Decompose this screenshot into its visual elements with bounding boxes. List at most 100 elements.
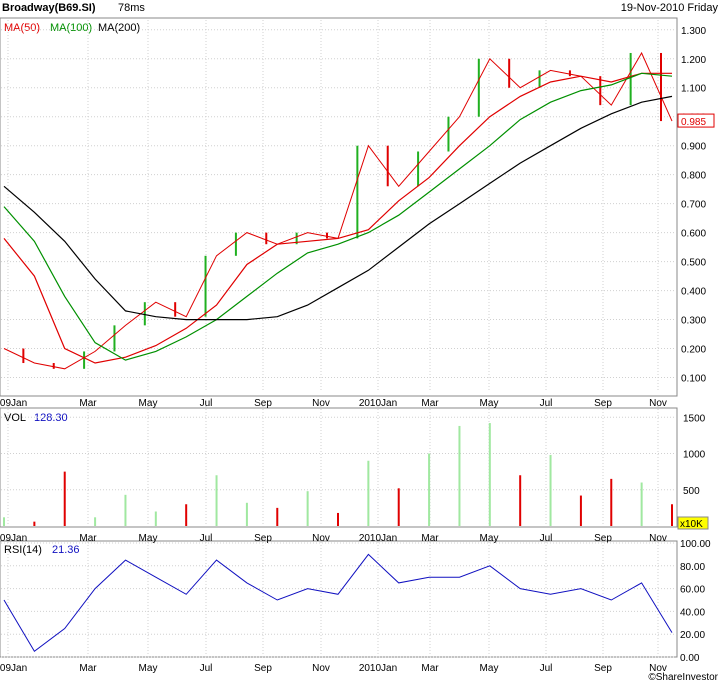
volume-bar bbox=[640, 482, 643, 526]
volume-last-value: 128.30 bbox=[34, 412, 68, 424]
legend-ma100: MA(100) bbox=[50, 22, 92, 34]
price-candle bbox=[538, 70, 541, 88]
footer-credit: ©ShareInvestor bbox=[648, 672, 718, 683]
price-candle bbox=[265, 232, 268, 245]
chart-date: 19-Nov-2010 Friday bbox=[621, 2, 719, 14]
volume-bar bbox=[610, 478, 613, 526]
price-candle bbox=[83, 351, 86, 369]
x-tick-label: Mar bbox=[79, 533, 97, 544]
price-candle bbox=[356, 145, 359, 239]
x-tick-label: Sep bbox=[594, 663, 612, 674]
price-candle bbox=[568, 70, 571, 77]
volume-bar bbox=[579, 495, 582, 526]
x-tick-label: 2010Jan bbox=[359, 398, 397, 409]
x-tick-label: Sep bbox=[254, 663, 272, 674]
price-candle bbox=[629, 52, 632, 106]
volume-bar bbox=[185, 504, 188, 526]
rsi-panel bbox=[0, 540, 678, 658]
volume-tick-label: 1500 bbox=[683, 413, 706, 424]
x-tick-label: 2010Jan bbox=[359, 663, 397, 674]
x-tick-label: Nov bbox=[649, 533, 667, 544]
volume-bar bbox=[519, 475, 522, 526]
price-candle bbox=[174, 302, 177, 317]
price-candle bbox=[386, 145, 389, 187]
price-candle bbox=[113, 325, 116, 352]
price-tick-label: 0.700 bbox=[681, 200, 706, 211]
price-candle bbox=[447, 116, 450, 152]
price-candle bbox=[508, 58, 511, 88]
price-tick-label: 1.300 bbox=[681, 26, 706, 37]
price-panel bbox=[0, 17, 678, 397]
volume-bar bbox=[337, 512, 339, 526]
x-tick-label: May bbox=[480, 398, 499, 409]
chart-symbol: Broadway(B69.SI) bbox=[2, 2, 96, 14]
price-tick-label: 0.500 bbox=[681, 258, 706, 269]
x-tick-label: Jul bbox=[540, 663, 553, 674]
rsi-tick-label: 0.00 bbox=[680, 653, 700, 664]
x-tick-label: Mar bbox=[79, 663, 97, 674]
legend-ma50: MA(50) bbox=[4, 22, 40, 34]
volume-bar bbox=[154, 511, 157, 526]
last-price-box bbox=[677, 113, 715, 128]
x-tick-label: Mar bbox=[79, 398, 97, 409]
x-tick-label: Nov bbox=[312, 663, 330, 674]
x-tick-label: May bbox=[480, 533, 499, 544]
price-candle bbox=[22, 348, 25, 364]
price-tick-label: 0.200 bbox=[681, 345, 706, 356]
x-tick-label: May bbox=[139, 663, 158, 674]
volume-bar bbox=[94, 517, 97, 526]
price-tick-label: 0.600 bbox=[681, 229, 706, 240]
rsi-line bbox=[3, 553, 673, 653]
volume-tick-label: 500 bbox=[683, 486, 700, 497]
volume-unit-label: x10K bbox=[680, 519, 703, 530]
chart-period: 78ms bbox=[118, 2, 145, 14]
x-tick-label: Jul bbox=[540, 398, 553, 409]
price-candle bbox=[52, 363, 55, 369]
price-candle bbox=[326, 232, 328, 239]
volume-bar bbox=[458, 425, 461, 526]
volume-tick-label: 1000 bbox=[683, 450, 706, 461]
volume-bar bbox=[63, 471, 66, 526]
x-tick-label: Mar bbox=[421, 398, 439, 409]
last-price-value: 0.985 bbox=[681, 117, 706, 128]
x-tick-label: 2009Jan bbox=[0, 663, 27, 674]
volume-bar bbox=[124, 494, 127, 526]
x-tick-label: 2009Jan bbox=[0, 533, 27, 544]
volume-bar bbox=[671, 504, 673, 526]
x-tick-label: Jul bbox=[540, 533, 553, 544]
volume-bar bbox=[367, 460, 370, 526]
x-tick-label: Jul bbox=[200, 398, 213, 409]
price-tick-label: 0.300 bbox=[681, 316, 706, 327]
ma50-line bbox=[3, 72, 672, 364]
price-candle bbox=[234, 232, 237, 256]
x-tick-label: Jul bbox=[200, 533, 213, 544]
volume-bar bbox=[549, 454, 552, 526]
x-tick-label: Nov bbox=[312, 398, 330, 409]
volume-unit-box bbox=[677, 516, 709, 530]
price-tick-label: 1.200 bbox=[681, 55, 706, 66]
legend-ma200: MA(200) bbox=[98, 22, 140, 34]
price-tick-label: 0.900 bbox=[681, 142, 706, 153]
rsi-tick-label: 60.00 bbox=[680, 585, 705, 596]
rsi-tick-label: 100.00 bbox=[680, 539, 711, 550]
x-tick-label: Mar bbox=[421, 663, 439, 674]
volume-bar bbox=[33, 521, 36, 526]
price-candle bbox=[417, 151, 420, 187]
x-tick-label: Sep bbox=[594, 533, 612, 544]
x-tick-label: May bbox=[139, 398, 158, 409]
x-tick-label: 2010Jan bbox=[359, 533, 397, 544]
chart-plot-layer: 2009Jan 2009Jan 2009Jan Mar Mar Mar May May May J… bbox=[0, 20, 715, 674]
ma100-line bbox=[3, 72, 673, 361]
rsi-label: RSI(14) bbox=[4, 544, 42, 556]
volume-bar bbox=[428, 453, 431, 526]
x-tick-label: Jul bbox=[200, 663, 213, 674]
x-tick-label: Nov bbox=[649, 398, 667, 409]
volume-bar bbox=[245, 502, 248, 526]
price-candle bbox=[204, 255, 207, 317]
price-tick-label: 0.400 bbox=[681, 287, 706, 298]
volume-bar bbox=[306, 491, 309, 526]
volume-panel bbox=[0, 407, 678, 528]
volume-bar bbox=[397, 488, 400, 526]
